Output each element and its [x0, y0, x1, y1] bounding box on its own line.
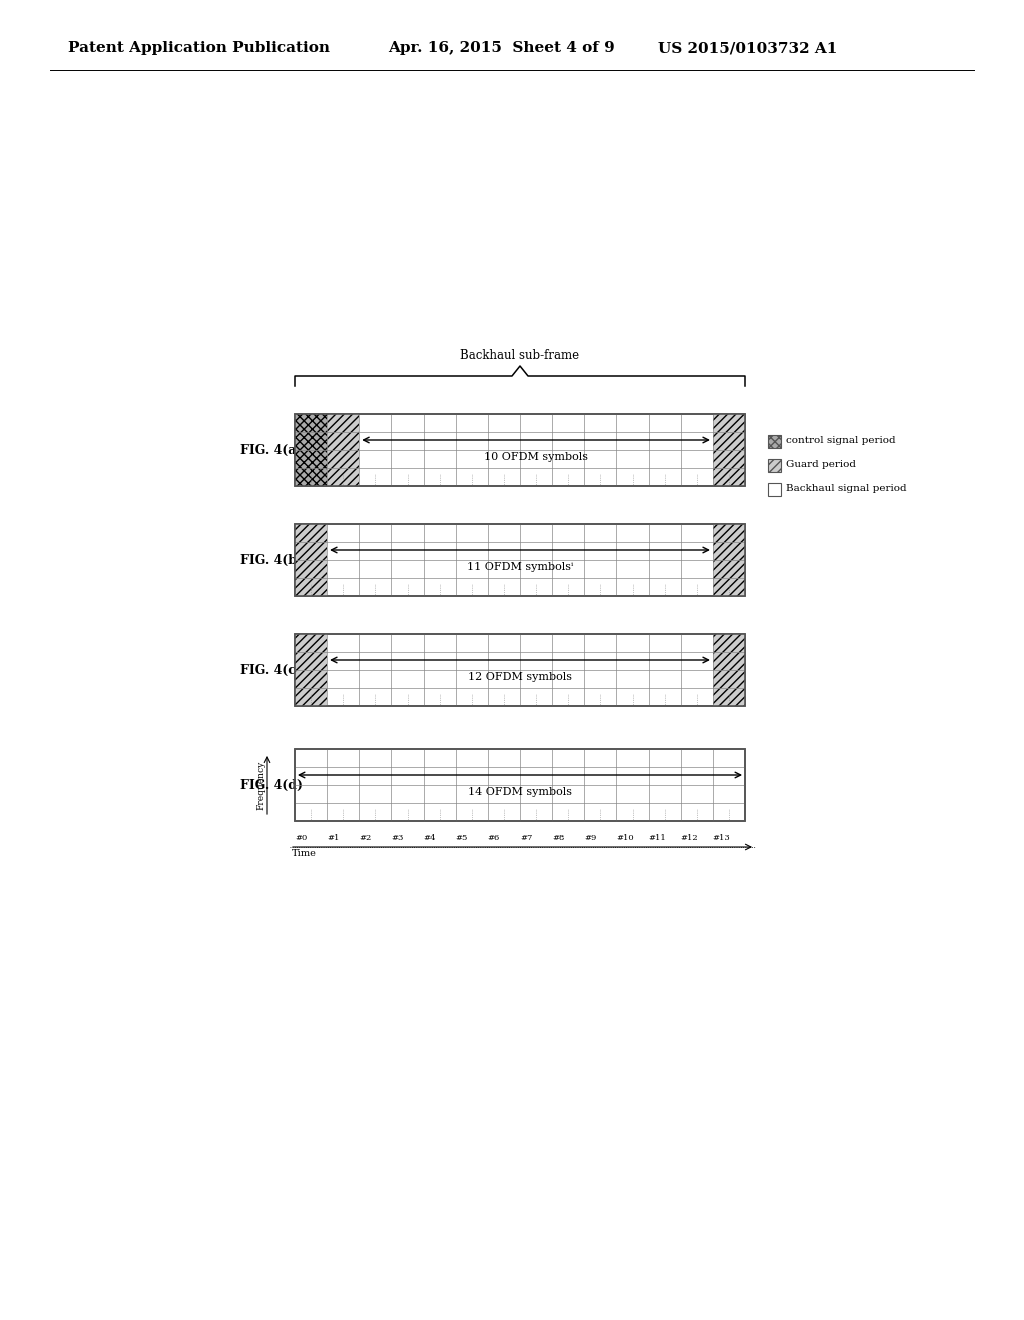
Text: #4: #4 [424, 834, 436, 842]
Bar [295, 634, 745, 706]
Bar [713, 634, 745, 706]
Bar [327, 414, 359, 486]
Text: control signal period: control signal period [786, 436, 896, 445]
Bar [295, 414, 745, 486]
Text: FIG. 4(b): FIG. 4(b) [240, 553, 303, 566]
Text: #7: #7 [520, 834, 532, 842]
Text: #9: #9 [585, 834, 597, 842]
Bar [295, 524, 327, 597]
Text: #11: #11 [648, 834, 667, 842]
Text: FIG. 4(a): FIG. 4(a) [240, 444, 302, 457]
Text: #13: #13 [713, 834, 730, 842]
Text: #2: #2 [359, 834, 372, 842]
Bar [713, 524, 745, 597]
Bar [295, 414, 327, 486]
Text: Frequency: Frequency [256, 760, 265, 809]
Text: #3: #3 [391, 834, 403, 842]
Text: #6: #6 [487, 834, 500, 842]
Text: 14 OFDM symbols: 14 OFDM symbols [468, 787, 572, 797]
Bar [768, 459, 781, 473]
Text: 10 OFDM symbols: 10 OFDM symbols [484, 451, 588, 462]
Bar [295, 414, 745, 486]
Text: #8: #8 [552, 834, 564, 842]
Text: Apr. 16, 2015  Sheet 4 of 9: Apr. 16, 2015 Sheet 4 of 9 [388, 41, 614, 55]
Text: Backhaul sub-frame: Backhaul sub-frame [461, 348, 580, 362]
Text: Guard period: Guard period [786, 459, 856, 469]
Text: #0: #0 [295, 834, 307, 842]
Bar [295, 634, 327, 706]
Text: Time: Time [292, 849, 316, 858]
Text: Backhaul signal period: Backhaul signal period [786, 484, 906, 492]
Bar [295, 524, 745, 597]
Text: #1: #1 [327, 834, 340, 842]
Text: 11 OFDM symbolsⁱ: 11 OFDM symbolsⁱ [467, 562, 573, 572]
Text: FIG. 4(c): FIG. 4(c) [240, 664, 302, 676]
Text: #12: #12 [681, 834, 698, 842]
Text: Patent Application Publication: Patent Application Publication [68, 41, 330, 55]
Text: US 2015/0103732 A1: US 2015/0103732 A1 [658, 41, 838, 55]
Bar [768, 436, 781, 447]
Bar [295, 748, 745, 821]
Bar [295, 634, 745, 706]
Text: #10: #10 [616, 834, 634, 842]
Text: #5: #5 [456, 834, 468, 842]
Text: 12 OFDM symbols: 12 OFDM symbols [468, 672, 572, 682]
Bar [713, 414, 745, 486]
Text: FIG. 4(d): FIG. 4(d) [240, 779, 303, 792]
Bar [768, 483, 781, 496]
Bar [295, 524, 745, 597]
Bar [295, 748, 745, 821]
